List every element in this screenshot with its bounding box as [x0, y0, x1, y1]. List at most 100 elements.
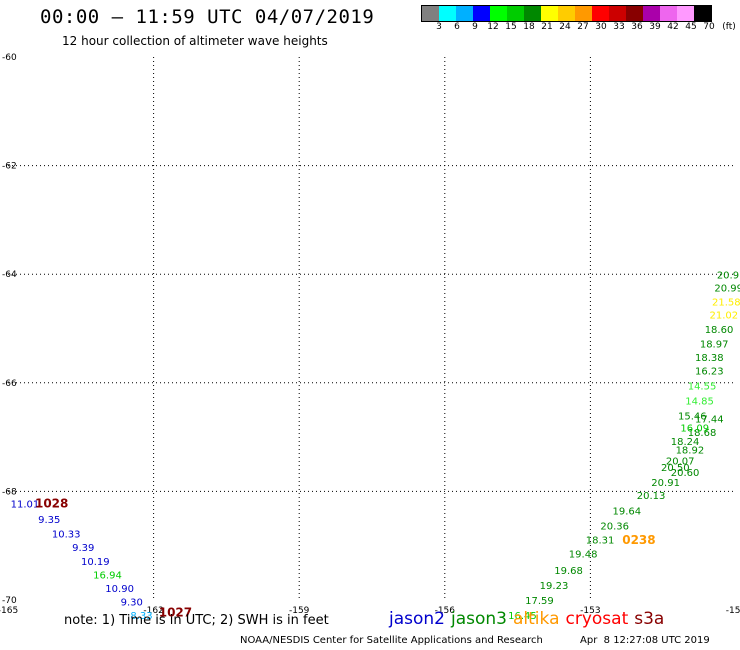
- legend-label: 45: [685, 22, 697, 32]
- legend-swatch: [541, 6, 558, 21]
- swh-data-label: 21.02: [710, 311, 739, 322]
- legend-swatch: [609, 6, 626, 21]
- y-tick-label: -64: [2, 270, 17, 280]
- legend-swatch: [694, 6, 711, 21]
- swh-data-label: 14.55: [688, 381, 717, 392]
- pressure-label: 0238: [622, 533, 655, 547]
- swh-data-label: 20.97: [717, 271, 740, 282]
- swh-data-label: 18.31: [586, 536, 615, 547]
- legend-swatch: [473, 6, 490, 21]
- tick-labels: -165 -162 -159 -156 -153 -150 -60 -62 -64 -66 -68 -…: [0, 53, 740, 616]
- legend-swatch: [592, 6, 609, 21]
- pressure-label: 1027: [159, 605, 192, 619]
- x-tick-label: -162: [143, 606, 163, 616]
- x-tick-label: -159: [289, 606, 310, 616]
- swh-data-label: 16.09: [680, 424, 709, 435]
- legend-label: 33: [613, 22, 625, 32]
- legend-label: 70: [703, 22, 715, 32]
- satellite-legend: jason2 jason3 altika cryosat s3a: [389, 609, 670, 629]
- swh-data-label: 20.13: [637, 491, 666, 502]
- y-tick-label: -62: [2, 162, 17, 172]
- swh-data-label: 18.38: [695, 353, 724, 364]
- satellite-legend-s3a: s3a: [634, 609, 665, 629]
- swh-data-label: 18.24: [671, 437, 700, 448]
- legend-swatch: [643, 6, 660, 21]
- satellite-legend-altika: altika: [513, 609, 560, 629]
- legend-swatch: [524, 6, 541, 21]
- legend-label: 21: [541, 22, 553, 32]
- swh-data-label: 19.64: [612, 507, 641, 518]
- x-tick-label: -156: [435, 606, 456, 616]
- swh-data-label: 9.39: [72, 543, 94, 554]
- footer-note: note: 1) Time is in UTC; 2) SWH is in fe…: [64, 613, 329, 628]
- legend-label: 27: [577, 22, 589, 32]
- page-title: 00:00 – 11:59 UTC 04/07/2019: [40, 6, 375, 28]
- swh-data-label: 17.44: [695, 414, 724, 425]
- swh-data-label: 19.48: [569, 550, 598, 561]
- pressure-labels: 1028 1027 0238: [35, 497, 656, 620]
- swh-data-label: 18.92: [676, 445, 705, 456]
- legend-label: 18: [523, 22, 535, 32]
- legend-label: 12: [487, 22, 499, 32]
- credit-text: NOAA/NESDIS Center for Satellite Applica…: [240, 635, 543, 646]
- swh-data-label: 20.50: [661, 463, 690, 474]
- legend-swatch: [626, 6, 643, 21]
- swh-data-label: 15.46: [678, 412, 707, 423]
- legend-label: 24: [559, 22, 571, 32]
- swh-data-label: 18.68: [688, 428, 717, 439]
- credit-timestamp: Apr 8 12:27:08 UTC 2019: [580, 635, 710, 646]
- swh-data-label: 9.30: [121, 597, 143, 608]
- swh-data-label: 16.94: [93, 570, 122, 581]
- swh-data-label: 20.99: [714, 284, 740, 295]
- legend-label: 36: [631, 22, 643, 32]
- swh-data-label: 11.01: [11, 500, 40, 511]
- x-tick-label: -150: [726, 606, 740, 616]
- swh-data-label: 20.07: [666, 456, 695, 467]
- satellite-legend-jason2: jason2: [389, 609, 445, 629]
- satellite-legend-jason3: jason3: [451, 609, 507, 629]
- swh-data-label: 20.91: [651, 478, 680, 489]
- swh-data-label: 19.23: [540, 581, 569, 592]
- legend-label: 39: [649, 22, 661, 32]
- swh-data-label: 19.68: [554, 566, 583, 577]
- y-tick-label: -66: [2, 379, 17, 389]
- swh-data-label: 17.59: [525, 596, 554, 607]
- swh-data-label: 8.33: [130, 611, 152, 622]
- legend-label: 15: [505, 22, 517, 32]
- y-tick-label: -70: [2, 596, 17, 606]
- color-legend-bar: [421, 5, 712, 22]
- swh-data-label: 18.60: [705, 325, 734, 336]
- y-tick-label: -68: [2, 487, 17, 497]
- legend-label: 9: [472, 22, 478, 32]
- legend-label: 42: [667, 22, 679, 32]
- x-tick-label: -165: [0, 606, 18, 616]
- color-legend-labels: 3 6 9 12 15 18 21 24 27 30 33 36 39 42 45 70 (ft): [421, 22, 736, 34]
- pressure-label: 1028: [35, 497, 68, 511]
- data-points: 11.01 9.35 10.33 9.39 10.19 16.94 10.90 9.30 8.3…: [11, 271, 740, 622]
- swh-data-label: 18.97: [700, 340, 729, 351]
- swh-data-label: 10.19: [81, 557, 110, 568]
- swh-data-label: 21.58: [712, 298, 740, 309]
- swh-data-label: 20.60: [671, 468, 700, 479]
- swh-data-label: 10.33: [52, 530, 81, 541]
- swh-data-label: 9.35: [38, 515, 60, 526]
- y-tick-label: -60: [2, 53, 17, 63]
- legend-label: 30: [595, 22, 607, 32]
- x-tick-label: -153: [580, 606, 600, 616]
- legend-swatch: [677, 6, 694, 21]
- swh-data-label: 16.23: [695, 367, 724, 378]
- legend-label: 3: [436, 22, 442, 32]
- legend-swatch: [490, 6, 507, 21]
- page-subtitle: 12 hour collection of altimeter wave hei…: [62, 34, 328, 48]
- swh-data-label: 16.45: [508, 611, 537, 622]
- legend-swatch: [558, 6, 575, 21]
- satellite-legend-cryosat: cryosat: [565, 609, 629, 629]
- legend-label: 6: [454, 22, 460, 32]
- swh-data-label: 20.36: [600, 521, 629, 532]
- legend-unit: (ft): [722, 22, 736, 32]
- legend-swatch: [575, 6, 592, 21]
- legend-swatch: [507, 6, 524, 21]
- swh-data-label: 10.90: [105, 584, 134, 595]
- legend-swatch: [456, 6, 473, 21]
